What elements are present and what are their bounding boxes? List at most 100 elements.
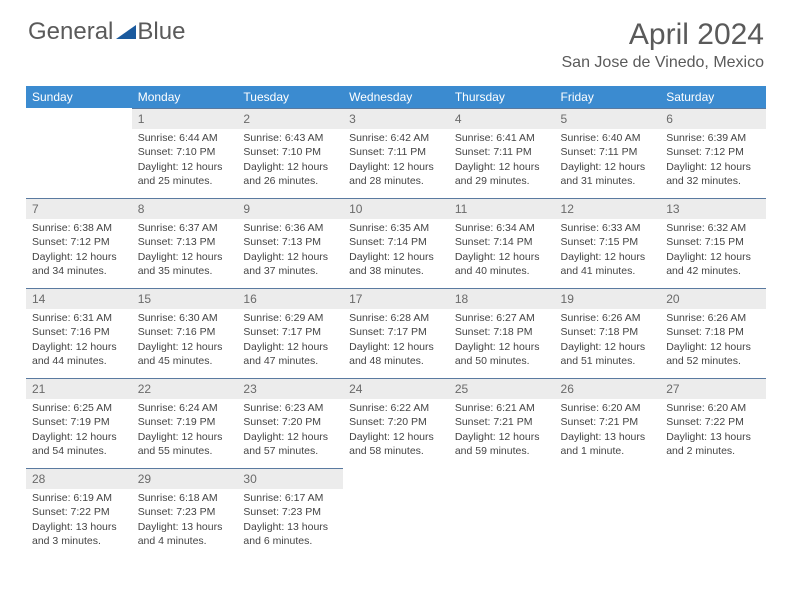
sunrise-line: Sunrise: 6:26 AM: [666, 311, 760, 325]
sunset-line: Sunset: 7:22 PM: [666, 415, 760, 429]
day-header: Saturday: [660, 86, 766, 108]
daylight-line: Daylight: 12 hours and 57 minutes.: [243, 430, 337, 458]
daylight-line: Daylight: 12 hours and 47 minutes.: [243, 340, 337, 368]
day-details: Sunrise: 6:26 AMSunset: 7:18 PMDaylight:…: [555, 309, 661, 372]
day-number: 30: [237, 468, 343, 489]
daylight-line: Daylight: 12 hours and 38 minutes.: [349, 250, 443, 278]
day-number: 9: [237, 198, 343, 219]
calendar-cell: 20Sunrise: 6:26 AMSunset: 7:18 PMDayligh…: [660, 288, 766, 378]
daylight-line: Daylight: 12 hours and 59 minutes.: [455, 430, 549, 458]
sunset-line: Sunset: 7:15 PM: [561, 235, 655, 249]
sunrise-line: Sunrise: 6:32 AM: [666, 221, 760, 235]
sunset-line: Sunset: 7:22 PM: [32, 505, 126, 519]
calendar-week-row: 28 Sunrise: 6:19 AMSunset: 7:22 PM Dayligh…: [26, 468, 766, 558]
calendar-cell: [660, 468, 766, 558]
sunrise-line: Sunrise: 6:42 AM: [349, 131, 443, 145]
day-number: 10: [343, 198, 449, 219]
day-header: Tuesday: [237, 86, 343, 108]
day-details: Sunrise: 6:24 AMSunset: 7:19 PMDaylight:…: [132, 399, 238, 462]
day-header: Monday: [132, 86, 238, 108]
daylight-line: Daylight: 12 hours and 45 minutes.: [138, 340, 232, 368]
day-details: Sunrise: 6:25 AMSunset: 7:19 PMDaylight:…: [26, 399, 132, 462]
sunset-line: Sunset: 7:14 PM: [349, 235, 443, 249]
day-number: 4: [449, 108, 555, 129]
day-number: 8: [132, 198, 238, 219]
day-number: 13: [660, 198, 766, 219]
daylight-line: Daylight: 12 hours and 58 minutes.: [349, 430, 443, 458]
title-block: April 2024 San Jose de Vinedo, Mexico: [562, 18, 765, 72]
day-number: 27: [660, 378, 766, 399]
day-details: Sunrise: 6:34 AMSunset: 7:14 PMDaylight:…: [449, 219, 555, 282]
calendar-cell: 9Sunrise: 6:36 AMSunset: 7:13 PMDaylight…: [237, 198, 343, 288]
day-details: Sunrise: 6:17 AMSunset: 7:23 PMDaylight:…: [237, 489, 343, 552]
sunset-line: Sunset: 7:20 PM: [349, 415, 443, 429]
day-header: Friday: [555, 86, 661, 108]
sunset-line: Sunset: 7:11 PM: [349, 145, 443, 159]
day-number: 11: [449, 198, 555, 219]
sunset-line: Sunset: 7:12 PM: [32, 235, 126, 249]
logo-text-general: General: [28, 18, 113, 46]
calendar-week-row: 1Sunrise: 6:44 AMSunset: 7:10 PMDaylight…: [26, 108, 766, 198]
day-number: 28: [26, 468, 132, 489]
daylight-line: Daylight: 13 hours and 6 minutes.: [243, 520, 337, 548]
sunset-line: Sunset: 7:21 PM: [561, 415, 655, 429]
daylight-line: Daylight: 12 hours and 48 minutes.: [349, 340, 443, 368]
day-details: Sunrise: 6:43 AMSunset: 7:10 PMDaylight:…: [237, 129, 343, 192]
daylight-line: Daylight: 12 hours and 44 minutes.: [32, 340, 126, 368]
daylight-line: Daylight: 12 hours and 55 minutes.: [138, 430, 232, 458]
day-details: Sunrise: 6:30 AMSunset: 7:16 PMDaylight:…: [132, 309, 238, 372]
sunrise-line: Sunrise: 6:35 AM: [349, 221, 443, 235]
sunset-line: Sunset: 7:11 PM: [455, 145, 549, 159]
day-details: Sunrise: 6:21 AMSunset: 7:21 PMDaylight:…: [449, 399, 555, 462]
day-details: Sunrise: 6:32 AMSunset: 7:15 PMDaylight:…: [660, 219, 766, 282]
sunset-line: Sunset: 7:13 PM: [138, 235, 232, 249]
day-number: 3: [343, 108, 449, 129]
sunrise-line: Sunrise: 6:38 AM: [32, 221, 126, 235]
daylight-line: Daylight: 12 hours and 28 minutes.: [349, 160, 443, 188]
logo: General Blue: [28, 18, 185, 46]
sunrise-line: Sunrise: 6:27 AM: [455, 311, 549, 325]
day-header: Wednesday: [343, 86, 449, 108]
calendar-cell: 4Sunrise: 6:41 AMSunset: 7:11 PMDaylight…: [449, 108, 555, 198]
sunrise-line: Sunrise: 6:41 AM: [455, 131, 549, 145]
day-header: Thursday: [449, 86, 555, 108]
day-number: 29: [132, 468, 238, 489]
sunrise-line: Sunrise: 6:28 AM: [349, 311, 443, 325]
calendar-cell: 18Sunrise: 6:27 AMSunset: 7:18 PMDayligh…: [449, 288, 555, 378]
sunrise-line: Sunrise: 6:26 AM: [561, 311, 655, 325]
month-title: April 2024: [562, 18, 765, 52]
day-number: 21: [26, 378, 132, 399]
day-details: Sunrise: 6:31 AMSunset: 7:16 PMDaylight:…: [26, 309, 132, 372]
day-details: Sunrise: 6:20 AMSunset: 7:22 PMDaylight:…: [660, 399, 766, 462]
logo-text-blue: Blue: [137, 18, 185, 46]
day-details: Sunrise: 6:20 AMSunset: 7:21 PMDaylight:…: [555, 399, 661, 462]
calendar-cell: 12Sunrise: 6:33 AMSunset: 7:15 PMDayligh…: [555, 198, 661, 288]
sunrise-line: Sunrise: 6:22 AM: [349, 401, 443, 415]
logo-triangle-icon: [116, 18, 136, 46]
day-number: 22: [132, 378, 238, 399]
sunset-line: Sunset: 7:16 PM: [32, 325, 126, 339]
day-details: Sunrise: 6:35 AMSunset: 7:14 PMDaylight:…: [343, 219, 449, 282]
calendar-cell: 7Sunrise: 6:38 AMSunset: 7:12 PMDaylight…: [26, 198, 132, 288]
calendar-cell: 16Sunrise: 6:29 AMSunset: 7:17 PMDayligh…: [237, 288, 343, 378]
day-number: 15: [132, 288, 238, 309]
calendar-cell: 22Sunrise: 6:24 AMSunset: 7:19 PMDayligh…: [132, 378, 238, 468]
calendar-cell: 28Sunrise: 6:19 AMSunset: 7:22 PMDayligh…: [26, 468, 132, 558]
sunset-line: Sunset: 7:23 PM: [138, 505, 232, 519]
location-subtitle: San Jose de Vinedo, Mexico: [562, 54, 765, 72]
daylight-line: Daylight: 12 hours and 51 minutes.: [561, 340, 655, 368]
calendar-cell: 2Sunrise: 6:43 AMSunset: 7:10 PMDaylight…: [237, 108, 343, 198]
sunset-line: Sunset: 7:21 PM: [455, 415, 549, 429]
calendar-cell: 3Sunrise: 6:42 AMSunset: 7:11 PMDaylight…: [343, 108, 449, 198]
sunset-line: Sunset: 7:19 PM: [138, 415, 232, 429]
sunrise-line: Sunrise: 6:19 AM: [32, 491, 126, 505]
sunrise-line: Sunrise: 6:30 AM: [138, 311, 232, 325]
sunrise-line: Sunrise: 6:40 AM: [561, 131, 655, 145]
calendar-cell: 11Sunrise: 6:34 AMSunset: 7:14 PMDayligh…: [449, 198, 555, 288]
day-details: Sunrise: 6:42 AMSunset: 7:11 PMDaylight:…: [343, 129, 449, 192]
day-number: 16: [237, 288, 343, 309]
calendar-cell: 25Sunrise: 6:21 AMSunset: 7:21 PMDayligh…: [449, 378, 555, 468]
day-details: Sunrise: 6:18 AMSunset: 7:23 PMDaylight:…: [132, 489, 238, 552]
calendar-cell: 14Sunrise: 6:31 AMSunset: 7:16 PMDayligh…: [26, 288, 132, 378]
sunset-line: Sunset: 7:17 PM: [243, 325, 337, 339]
